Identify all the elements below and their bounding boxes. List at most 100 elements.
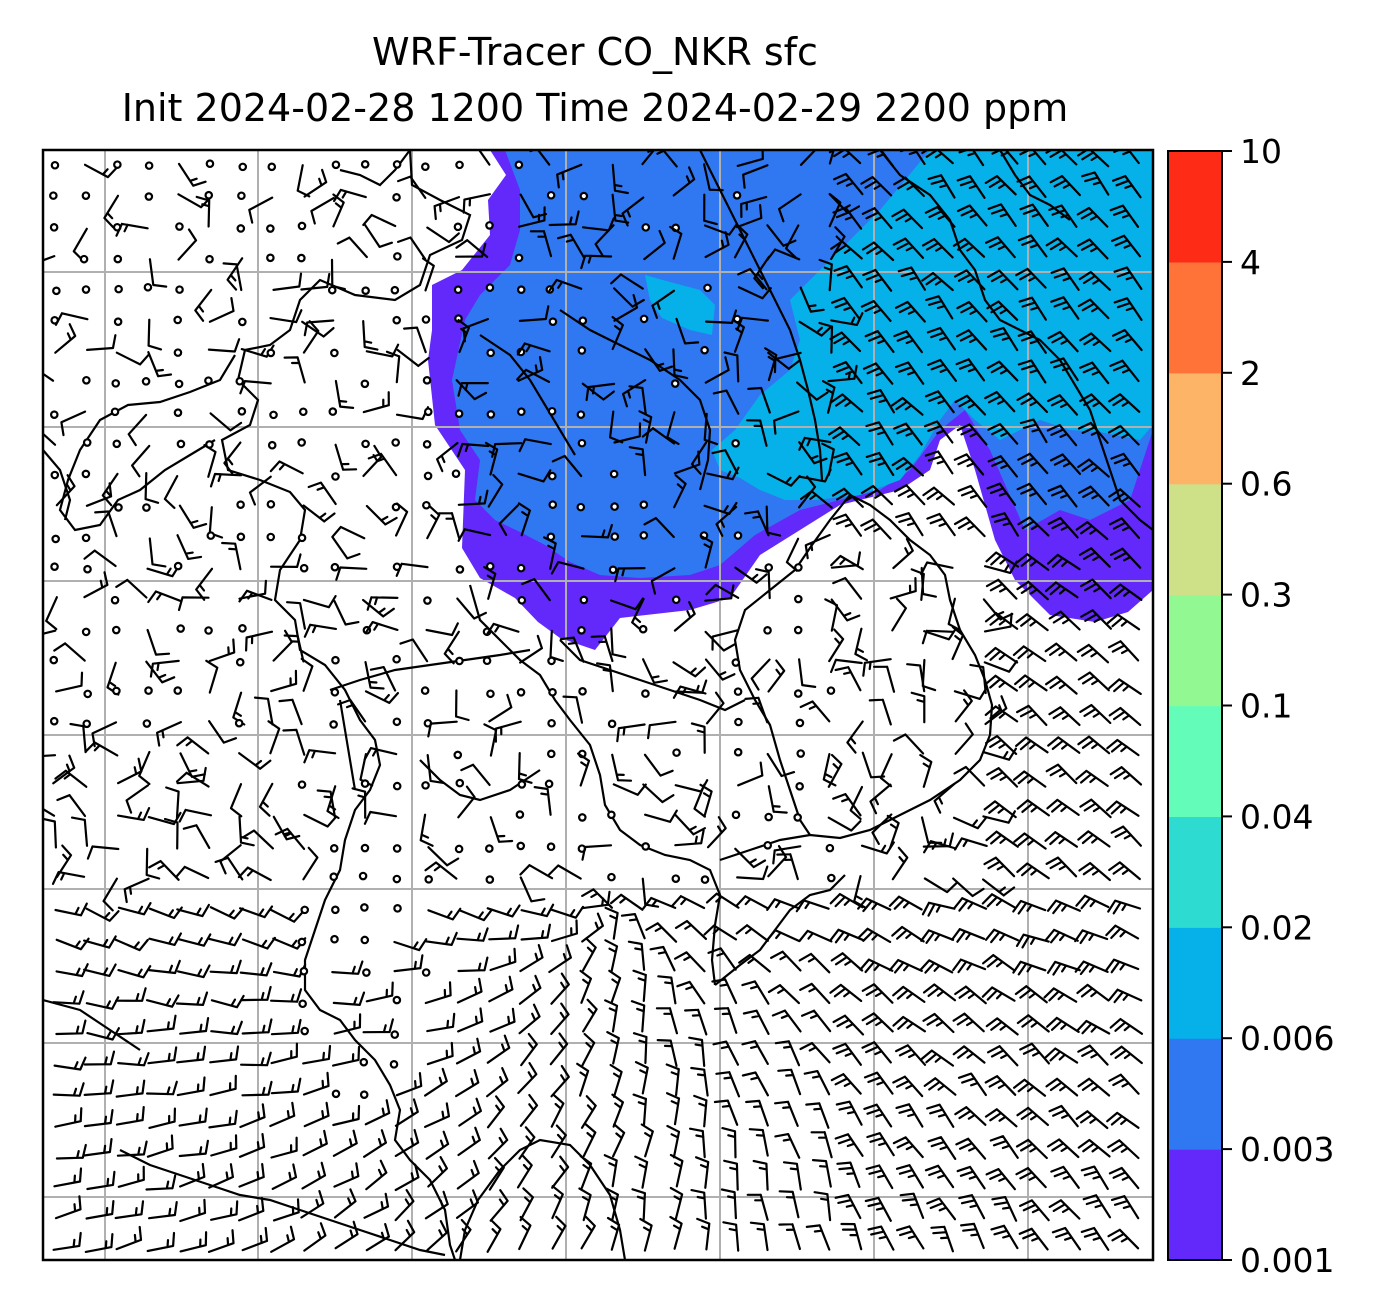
calm-wind-circle (173, 348, 183, 357)
calm-wind-circle (577, 346, 587, 355)
wind-barb (178, 1107, 208, 1127)
wind-barb (988, 150, 1019, 165)
wind-barb (1074, 929, 1109, 945)
calm-wind-circle (608, 565, 618, 575)
wind-barb (1110, 1195, 1140, 1220)
wind-barb (957, 1072, 987, 1097)
wind-barb (55, 844, 73, 879)
calm-wind-circle (639, 500, 649, 510)
wind-barb (272, 272, 303, 291)
wind-barb (209, 1045, 240, 1064)
wind-barb (488, 975, 514, 1003)
wind-barb (1077, 830, 1111, 848)
wind-barb (394, 1098, 419, 1127)
wind-barb (892, 1136, 924, 1159)
wind-barb (548, 210, 580, 227)
wind-barb (895, 1103, 924, 1128)
wind-barb (43, 372, 55, 382)
calm-wind-circle (49, 716, 59, 726)
wind-barb (518, 438, 552, 453)
calm-wind-circle (455, 778, 465, 788)
wind-barb (1044, 642, 1078, 662)
wind-barb (83, 963, 117, 977)
wind-barb (1045, 150, 1078, 166)
wind-barb (457, 319, 470, 354)
wind-barb (395, 562, 429, 577)
wind-barb (737, 286, 772, 300)
calm-wind-circle (266, 532, 276, 542)
wind-barb (489, 816, 514, 843)
wind-barb (953, 516, 986, 538)
wind-barb (364, 224, 393, 248)
calm-wind-circle (700, 345, 709, 355)
wind-barb (241, 1226, 269, 1252)
calm-wind-circle (733, 531, 743, 540)
wind-barb (1047, 1138, 1080, 1159)
colorbar-segment (1168, 594, 1222, 707)
calm-wind-circle (392, 844, 402, 853)
wind-barb (712, 389, 740, 415)
wind-barb (399, 638, 429, 663)
wind-barb (891, 597, 907, 632)
calm-wind-circle (826, 686, 836, 695)
wind-barb (866, 389, 895, 414)
wind-barb (455, 1218, 472, 1253)
wind-barb (857, 927, 892, 943)
wind-barb (801, 1009, 832, 1033)
wind-barb (606, 1031, 620, 1065)
wind-barb (239, 1103, 266, 1129)
wind-barb (270, 669, 298, 693)
wind-barb (303, 1101, 330, 1128)
wind-barb (986, 767, 1019, 788)
wind-barb (704, 231, 730, 259)
wind-barb (394, 1219, 416, 1252)
wind-barb (176, 1045, 207, 1064)
wind-barb (303, 749, 337, 764)
colorbar-segment (1168, 372, 1222, 485)
calm-wind-circle (81, 627, 91, 637)
wind-barb (1108, 988, 1143, 1004)
calm-wind-circle (393, 904, 402, 913)
wind-barb (253, 696, 274, 726)
wind-barb (865, 421, 894, 446)
calm-wind-circle (175, 222, 184, 231)
wind-barb (828, 628, 845, 663)
wind-barb (210, 1020, 243, 1036)
wind-barb (693, 1094, 708, 1128)
wind-barb (824, 598, 839, 632)
wind-barb (1046, 960, 1081, 976)
wind-barb (1015, 736, 1049, 754)
wind-barb (426, 1012, 456, 1033)
wind-barb (176, 736, 210, 755)
wind-barb (1108, 1073, 1140, 1095)
wind-barb (117, 757, 143, 785)
wind-barb (711, 978, 738, 1005)
wind-barb (303, 1222, 327, 1252)
wind-barb (752, 1159, 769, 1191)
wind-barb (45, 596, 58, 631)
wind-barb (175, 771, 210, 788)
wind-barb (865, 1164, 894, 1190)
wind-barb (958, 1194, 986, 1220)
wind-barb (672, 661, 707, 678)
wind-barb (333, 188, 367, 203)
wind-barb (516, 1154, 533, 1189)
wind-barb (985, 1017, 1019, 1036)
wind-barb (672, 685, 707, 699)
wind-barb (613, 294, 639, 322)
wind-barb (1082, 1194, 1112, 1219)
wind-barb (580, 1215, 596, 1250)
wind-barb (722, 1221, 740, 1252)
wind-barb (486, 1219, 502, 1253)
wind-barb (331, 535, 361, 560)
wind-barb (604, 906, 619, 940)
coastline-segment (699, 150, 824, 481)
calm-wind-circle (113, 160, 122, 169)
wind-barb (238, 579, 267, 600)
wind-barb (1078, 547, 1111, 568)
wind-barb (585, 382, 616, 402)
wind-barb (85, 907, 120, 922)
wind-barb (774, 1100, 799, 1127)
colorbar-segment (1168, 483, 1222, 596)
calm-wind-circle (547, 406, 557, 416)
